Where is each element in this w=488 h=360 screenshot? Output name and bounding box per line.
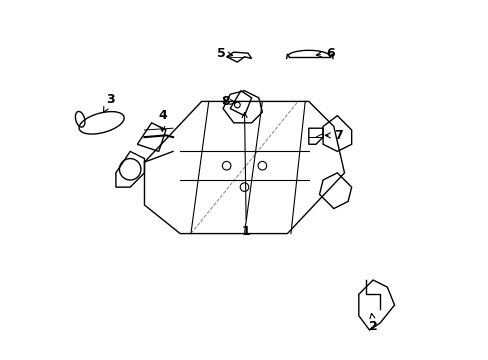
- Text: 1: 1: [242, 113, 250, 238]
- Text: 6: 6: [316, 47, 334, 60]
- Text: 4: 4: [158, 109, 166, 131]
- Text: 3: 3: [103, 93, 115, 112]
- Text: 5: 5: [217, 47, 232, 60]
- Text: 8: 8: [221, 95, 235, 108]
- Text: 7: 7: [325, 129, 342, 142]
- Text: 2: 2: [368, 314, 377, 333]
